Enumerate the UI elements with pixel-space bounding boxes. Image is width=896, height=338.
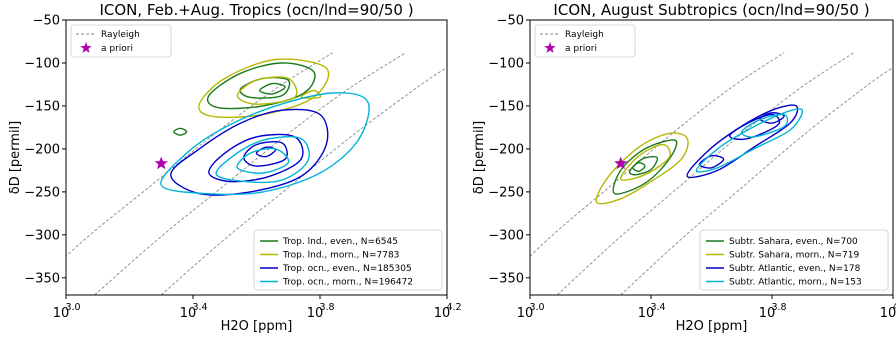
x-axis-label: H2O [ppm] <box>221 319 293 334</box>
density-contour <box>258 82 286 95</box>
plot-content <box>66 52 447 295</box>
x-tick-label: 10 <box>307 306 324 321</box>
y-tick-label: −300 <box>24 228 60 243</box>
legend-apriori-label: a priori <box>101 44 133 54</box>
x-tick-label: 10 <box>180 306 197 321</box>
y-tick-label: −150 <box>24 99 60 114</box>
rayleigh-curve-1 <box>66 52 333 257</box>
x-tick-label: 10 <box>53 306 70 321</box>
x-tick-exponent: 4.2 <box>446 302 461 313</box>
y-tick-label: −250 <box>488 185 524 200</box>
y-tick-label: −350 <box>24 271 60 286</box>
plot-content <box>530 52 893 295</box>
plot-frame <box>529 19 894 296</box>
x-tick-exponent: 3.0 <box>65 302 80 313</box>
density-contour <box>236 147 290 174</box>
density-contour <box>206 62 316 110</box>
density-contour <box>198 58 330 119</box>
x-tick-label: 10 <box>880 306 896 321</box>
x-tick-exponent: 3.4 <box>650 302 665 313</box>
legend-top: Rayleigh a priori <box>70 24 172 58</box>
legend-series-label: Trop. ocn., morn., N=196472 <box>282 278 413 288</box>
series-2 <box>595 132 689 205</box>
density-contour <box>686 104 799 179</box>
x-axis-label: H2O [ppm] <box>676 319 748 334</box>
legend-series-label: Trop. lnd., even., N=6545 <box>282 237 398 247</box>
x-tick-label: 10 <box>638 306 655 321</box>
series-4 <box>695 108 804 173</box>
apriori-star-marker <box>614 156 628 170</box>
rayleigh-curve-2 <box>556 52 854 295</box>
density-contour <box>595 132 689 205</box>
y-tick-label: −100 <box>24 56 60 71</box>
y-tick-label: −250 <box>24 185 60 200</box>
x-tick-label: 10 <box>517 306 534 321</box>
x-tick-exponent: 4.2 <box>892 302 896 313</box>
legend-series-label: Subtr. Sahara, morn., N=719 <box>729 251 859 261</box>
y-tick-label: −100 <box>488 56 524 71</box>
legend-series-label: Trop. ocn., even., N=185305 <box>282 264 412 274</box>
x-tick-exponent: 3.8 <box>771 302 786 313</box>
density-contour <box>243 141 288 167</box>
density-contour <box>695 108 804 173</box>
plot-frame <box>65 19 448 296</box>
rayleigh-curve-3 <box>620 66 893 295</box>
rayleigh-curve-2 <box>94 52 406 295</box>
legend-bottom: Subtr. Sahara, even., N=700 Subtr. Sahara… <box>699 229 889 291</box>
legend-top-box <box>534 24 636 58</box>
density-contour <box>300 89 322 99</box>
density-contour <box>236 76 298 105</box>
legend-apriori-star-icon <box>80 42 92 53</box>
legend-apriori-star-icon <box>544 42 556 53</box>
y-tick-label: −200 <box>488 142 524 157</box>
y-tick-label: −50 <box>497 14 524 29</box>
y-tick-label: −300 <box>488 228 524 243</box>
series-2 <box>198 58 330 119</box>
x-tick-label: 10 <box>434 306 451 321</box>
x-tick-exponent: 3.0 <box>529 302 544 313</box>
density-contour <box>741 113 789 138</box>
x-tick-label: 10 <box>759 306 776 321</box>
legend-bottom: Trop. lnd., even., N=6545 Trop. lnd., mor… <box>253 229 443 291</box>
legend-apriori-label: a priori <box>565 44 597 54</box>
legend-bottom-box <box>253 229 443 291</box>
y-axis-label: δD [permil] <box>8 121 23 195</box>
y-tick-label: −150 <box>488 99 524 114</box>
series-4 <box>160 92 370 196</box>
legend-rayleigh-label: Rayleigh <box>565 30 604 40</box>
density-contour <box>628 155 659 176</box>
legend-series-label: Trop. lnd., morn., N=7783 <box>282 251 399 261</box>
legend-rayleigh-label: Rayleigh <box>101 30 140 40</box>
density-contour <box>173 127 188 136</box>
series-1 <box>612 139 678 195</box>
rayleigh-curve-1 <box>530 52 785 257</box>
apriori-star-marker <box>154 156 168 170</box>
legend-series-label: Subtr. Atlantic, morn., N=153 <box>729 278 862 288</box>
y-tick-label: −350 <box>488 271 524 286</box>
density-contour <box>728 113 781 141</box>
density-contour <box>620 143 671 181</box>
density-contour <box>632 161 646 172</box>
y-tick-label: −200 <box>24 142 60 157</box>
density-contour <box>215 136 310 184</box>
legend-top: Rayleigh a priori <box>534 24 636 58</box>
chart-title: ICON, August Subtropics (ocn/lnd=90/50 ) <box>553 1 869 19</box>
y-tick-label: −50 <box>33 14 60 29</box>
density-contour <box>160 92 370 196</box>
density-contour <box>759 112 785 124</box>
chart-title: ICON, Feb.+Aug. Tropics (ocn/lnd=90/50 ) <box>99 1 413 19</box>
density-contour <box>208 133 304 183</box>
y-axis-label: δD [permil] <box>472 121 487 195</box>
density-contour <box>612 139 678 195</box>
x-tick-exponent: 3.4 <box>192 302 207 313</box>
x-tick-exponent: 3.8 <box>319 302 334 313</box>
legend-top-box <box>70 24 172 58</box>
legend-bottom-box <box>699 229 889 291</box>
legend-series-label: Subtr. Sahara, even., N=700 <box>729 237 858 247</box>
legend-series-label: Subtr. Atlantic, even., N=178 <box>729 264 861 274</box>
density-contour <box>255 146 277 158</box>
